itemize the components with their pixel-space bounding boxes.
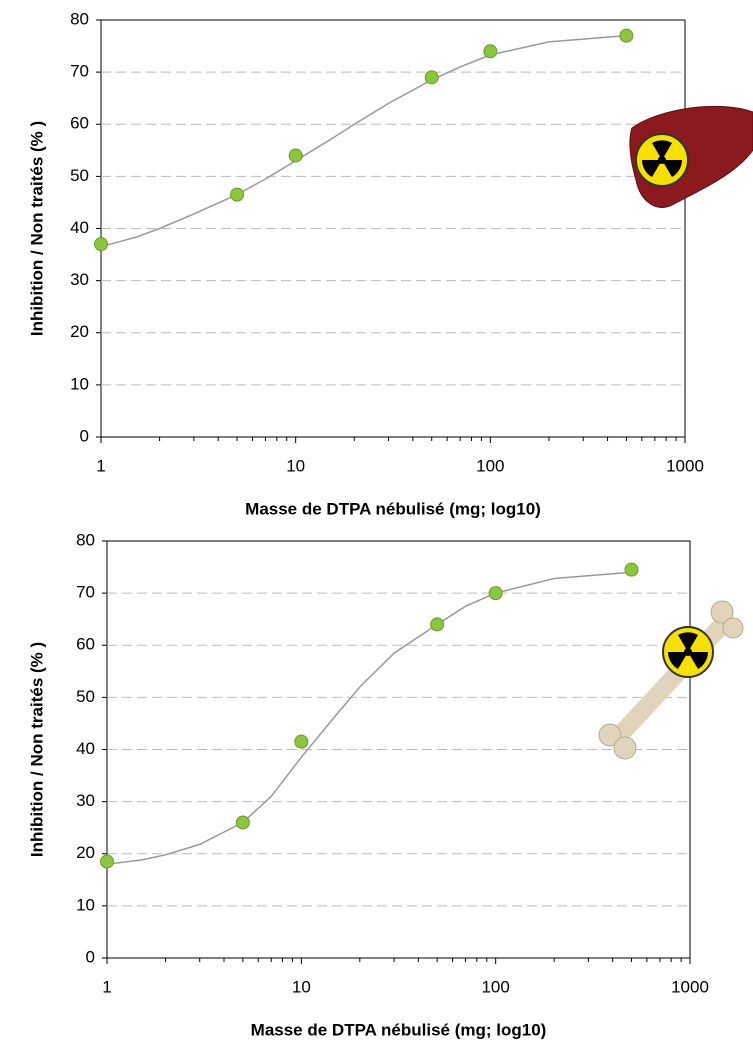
x-axis-label: Masse de DTPA nébulisé (mg; log10) xyxy=(251,1020,547,1039)
bone-icon xyxy=(599,601,743,759)
y-tick-label: 70 xyxy=(76,583,95,602)
x-tick-label: 1 xyxy=(102,977,111,996)
data-point xyxy=(625,563,638,576)
x-tick-label: 1 xyxy=(96,456,105,475)
y-axis-label: Inhibition / Non traités (% ) xyxy=(27,642,46,857)
y-tick-label: 60 xyxy=(70,114,89,133)
y-tick-label: 0 xyxy=(86,947,95,966)
y-tick-label: 80 xyxy=(70,9,89,28)
y-axis-label: Inhibition / Non traités (% ) xyxy=(27,121,46,336)
data-point xyxy=(489,587,502,600)
chart: 0 10 20 30 40 50 60 70 80 1 10 100 1000 Masse de DTPA… xyxy=(27,530,708,1039)
y-tick-label: 70 xyxy=(70,62,89,81)
x-tick-label: 100 xyxy=(476,456,504,475)
data-point xyxy=(425,71,438,84)
y-tick-label: 40 xyxy=(76,739,95,758)
chart: 0 10 20 30 40 50 60 70 80 1 10 100 1000 Masse de DTPA… xyxy=(27,9,703,518)
x-tick-label: 100 xyxy=(481,977,509,996)
data-point xyxy=(95,238,108,251)
y-tick-label: 80 xyxy=(76,530,95,549)
data-point xyxy=(101,855,114,868)
data-point xyxy=(620,29,633,42)
fit-curve xyxy=(107,572,632,864)
x-tick-label: 10 xyxy=(292,977,311,996)
data-point xyxy=(295,735,308,748)
y-tick-label: 60 xyxy=(76,635,95,654)
data-point xyxy=(431,618,444,631)
y-tick-label: 30 xyxy=(70,270,89,289)
y-tick-label: 50 xyxy=(70,166,89,185)
x-axis-label: Masse de DTPA nébulisé (mg; log10) xyxy=(245,499,541,518)
y-tick-label: 40 xyxy=(70,218,89,237)
y-tick-label: 20 xyxy=(70,322,89,341)
data-point xyxy=(289,149,302,162)
x-tick-label: 10 xyxy=(286,456,305,475)
data-point xyxy=(236,816,249,829)
y-tick-label: 10 xyxy=(70,374,89,393)
y-tick-label: 50 xyxy=(76,687,95,706)
y-tick-label: 10 xyxy=(76,895,95,914)
x-tick-label: 1000 xyxy=(666,456,704,475)
page: 010203040506070801101001000Masse de DTPA… xyxy=(0,0,753,1046)
data-point xyxy=(231,188,244,201)
liver-icon xyxy=(630,106,753,207)
x-tick-label: 1000 xyxy=(671,977,709,996)
y-tick-label: 30 xyxy=(76,791,95,810)
fit-curve xyxy=(101,36,626,247)
data-point xyxy=(484,45,497,58)
y-tick-label: 20 xyxy=(76,843,95,862)
y-tick-label: 0 xyxy=(80,426,89,445)
